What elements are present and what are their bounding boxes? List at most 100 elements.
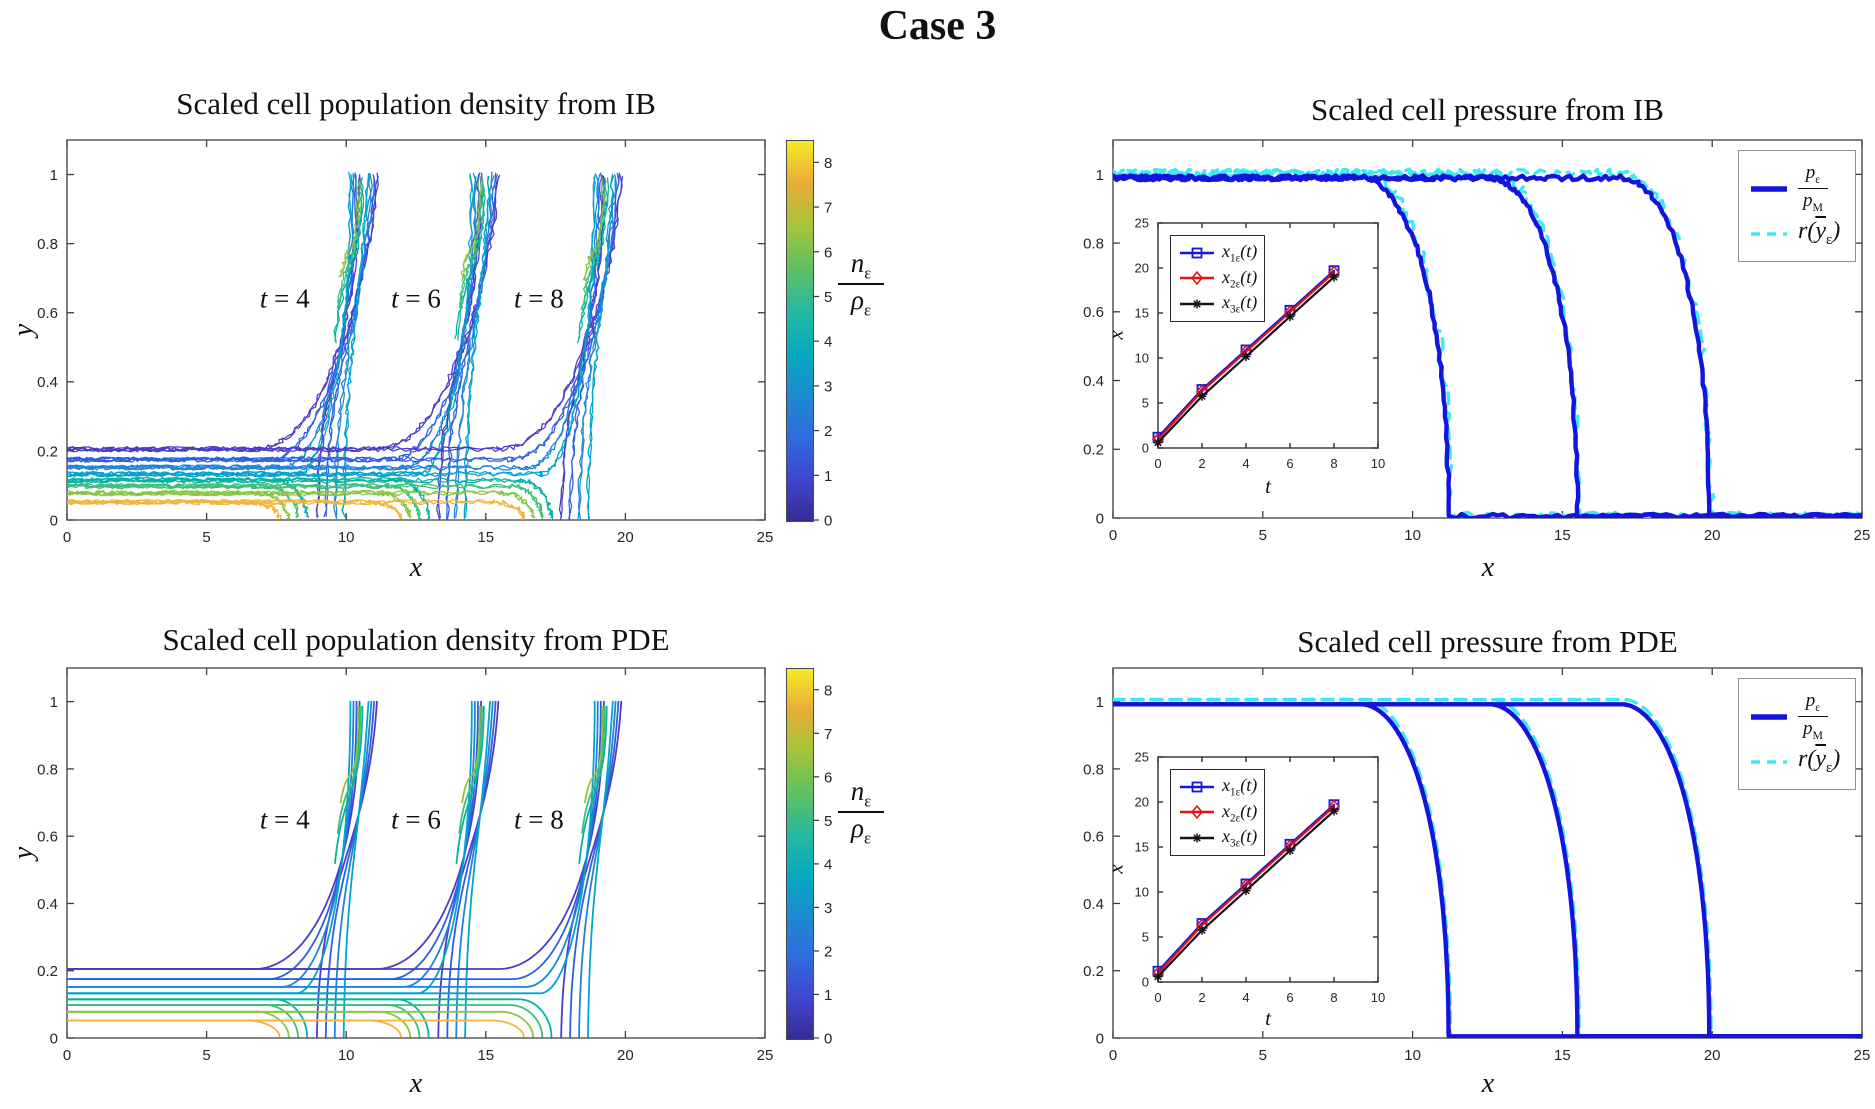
y-tick-label: 1 [1096, 167, 1104, 184]
contour-right-flank [455, 171, 494, 519]
colorbar-tick-label: 4 [824, 856, 832, 873]
inset-legend-sample [1180, 247, 1214, 259]
contour-inner [455, 705, 485, 864]
x-tick-label: 6 [1286, 456, 1293, 471]
y-tick-label: 1 [50, 167, 58, 184]
contour-left-flank [67, 173, 473, 478]
legend-label-num: pε [1805, 689, 1821, 714]
contour-right-flank [560, 700, 623, 1038]
time-label: t = 8 [513, 283, 564, 314]
y-tick-label: 0 [50, 1030, 58, 1047]
colorbar-tick-label: 2 [824, 423, 832, 440]
inset-ylabel-pressure-ib: x [1103, 330, 1128, 340]
contour-inner [339, 180, 361, 277]
colorbar-density-ib [786, 140, 814, 522]
contour-drop [67, 1010, 411, 1038]
contour-right-flank [437, 700, 500, 1038]
contour-inner [336, 705, 362, 834]
contour-drop [67, 489, 412, 520]
contour-drop [67, 1010, 290, 1038]
y-tick-label: 25 [1135, 216, 1149, 231]
marker-asterisk [1286, 846, 1294, 855]
x-tick-label: 20 [617, 529, 634, 546]
legend-sample-solid-line [1751, 185, 1787, 192]
marker-asterisk [1330, 807, 1338, 815]
inset-legend-label: x3ε(t) [1222, 826, 1258, 850]
contour-left-flank [67, 700, 352, 995]
colorbar-label-num: nε [850, 776, 872, 811]
legend-sample-dashed-line [1751, 231, 1787, 236]
contour-right-flank [323, 174, 376, 518]
time-label: t = 4 [259, 804, 310, 835]
contour-right-flank [315, 172, 379, 518]
colorbar-tick-label: 3 [824, 900, 832, 917]
contour-drop [67, 489, 536, 519]
colorbar-density-pde [786, 668, 814, 1040]
x-tick-label: 15 [477, 529, 494, 546]
contour-inner [454, 178, 486, 340]
colorbar-tick-label: 8 [824, 682, 832, 699]
contour-left-flank [67, 700, 358, 980]
x-tick-label: 4 [1242, 990, 1249, 1005]
contour-left-flank [67, 172, 478, 471]
contour-left-flank [67, 700, 602, 980]
colorbar-label-density-pde: nε ρε [838, 776, 884, 847]
y-tick-label: 0.6 [37, 305, 58, 322]
contour-inner [461, 705, 481, 804]
contour-drop [67, 482, 545, 518]
y-tick-label: 0 [50, 512, 58, 529]
y-tick-label: 25 [1135, 750, 1149, 765]
x-tick-label: 5 [1259, 527, 1267, 544]
contour-drop [67, 998, 553, 1038]
contour-right-flank [437, 174, 501, 519]
y-tick-label: 0 [1142, 975, 1149, 990]
colorbar-tick-label: 4 [824, 334, 832, 351]
contour-left-flank [67, 175, 604, 463]
ylabel-density-ib: y [8, 323, 39, 337]
x-tick-label: 0 [1109, 527, 1117, 544]
inset-legend-sample [1180, 299, 1214, 309]
contour-inner [334, 705, 364, 864]
contour-right-flank [577, 176, 617, 520]
contour-left-flank [67, 700, 605, 970]
contour-left-flank [68, 176, 477, 471]
contour-inner [580, 180, 607, 310]
xlabel-density-pde: x [409, 1068, 423, 1099]
colorbar-tick-label: 1 [824, 987, 832, 1004]
colorbar-tick-label: 7 [824, 200, 832, 217]
inset-legend-label: x2ε(t) [1222, 800, 1258, 825]
legend-pressure-pde: pε pM r(yε) [1738, 678, 1856, 790]
x-tick-label: 5 [202, 1047, 210, 1064]
time-label: t = 4 [259, 283, 310, 314]
pressure-radius-curve [1113, 167, 1862, 518]
xlabel-pressure-ib: x [1481, 552, 1495, 583]
density-contours [67, 171, 624, 520]
legend-label-den: pM [1803, 190, 1823, 215]
y-tick-label: 5 [1142, 930, 1149, 945]
x-tick-label: 10 [1404, 527, 1421, 544]
y-tick-label: 10 [1135, 351, 1149, 366]
contour-right-flank [341, 172, 370, 519]
inset-xlabel-pressure-ib: t [1265, 474, 1271, 498]
contour-left-flank [67, 173, 358, 463]
contour-right-flank [316, 700, 378, 1038]
y-tick-label: 15 [1135, 306, 1149, 321]
contour-drop [67, 1019, 525, 1038]
x-tick-label: 10 [338, 1047, 355, 1064]
contour-right-flank [569, 700, 620, 1038]
contour-left-flank [67, 700, 479, 980]
y-tick-label: 0.6 [1083, 829, 1104, 846]
contour-inner [458, 180, 484, 308]
colorbar-label-num: nε [850, 248, 872, 283]
colorbar-tick-label: 0 [824, 513, 832, 530]
contour-left-flank [67, 700, 599, 988]
contour-drop [67, 1019, 402, 1038]
contour-right-flank [587, 700, 614, 1038]
x-tick-label: 5 [1259, 1047, 1267, 1064]
legend-label-r: r(yε) [1798, 218, 1841, 248]
contour-drop [67, 1010, 534, 1038]
x-tick-label: 0 [1154, 990, 1161, 1005]
marker-asterisk [1198, 926, 1206, 935]
